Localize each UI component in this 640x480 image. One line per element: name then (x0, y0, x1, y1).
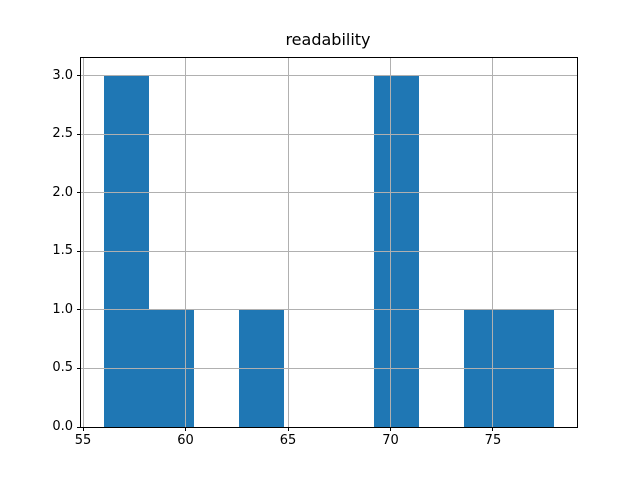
y-tick-mark (77, 133, 81, 135)
chart-title: readability (285, 30, 371, 49)
y-tick-label: 2.0 (52, 184, 73, 200)
y-gridline (81, 309, 577, 311)
x-tick-mark (185, 427, 187, 431)
x-gridline (185, 58, 187, 427)
x-tick-mark (287, 427, 289, 431)
y-tick-mark (77, 426, 81, 428)
x-tick-mark (492, 427, 494, 431)
y-tick-label: 0.5 (52, 360, 73, 376)
y-tick-label: 0.0 (52, 419, 73, 434)
x-tick-mark (389, 427, 391, 431)
x-gridline (287, 58, 289, 427)
x-gridline (389, 58, 391, 427)
x-tick-label: 60 (177, 433, 194, 448)
x-tick-mark (82, 427, 84, 431)
y-tick-label: 1.5 (52, 243, 73, 259)
x-gridline (82, 58, 84, 427)
y-tick-mark (77, 250, 81, 252)
x-tick-label: 55 (74, 433, 92, 448)
x-tick-label: 75 (484, 433, 502, 448)
y-tick-mark (77, 75, 81, 77)
y-tick-label: 3.0 (52, 67, 73, 83)
x-tick-label: 65 (279, 433, 297, 448)
y-tick-mark (77, 192, 81, 194)
x-gridline (492, 58, 494, 427)
y-tick-mark (77, 367, 81, 369)
y-gridline (81, 75, 577, 77)
y-gridline (81, 133, 577, 135)
plot-area: 55 60 65 70 75 0.0 0.5 1.0 1.5 2.0 2.5 3.0 (52, 57, 578, 448)
y-gridline (81, 367, 577, 369)
y-tick-label: 1.0 (52, 301, 73, 317)
x-tick-label: 70 (382, 433, 399, 448)
y-gridline (81, 192, 577, 194)
y-tick-label: 2.5 (52, 126, 73, 142)
y-tick-mark (77, 309, 81, 311)
y-gridline (81, 250, 577, 252)
